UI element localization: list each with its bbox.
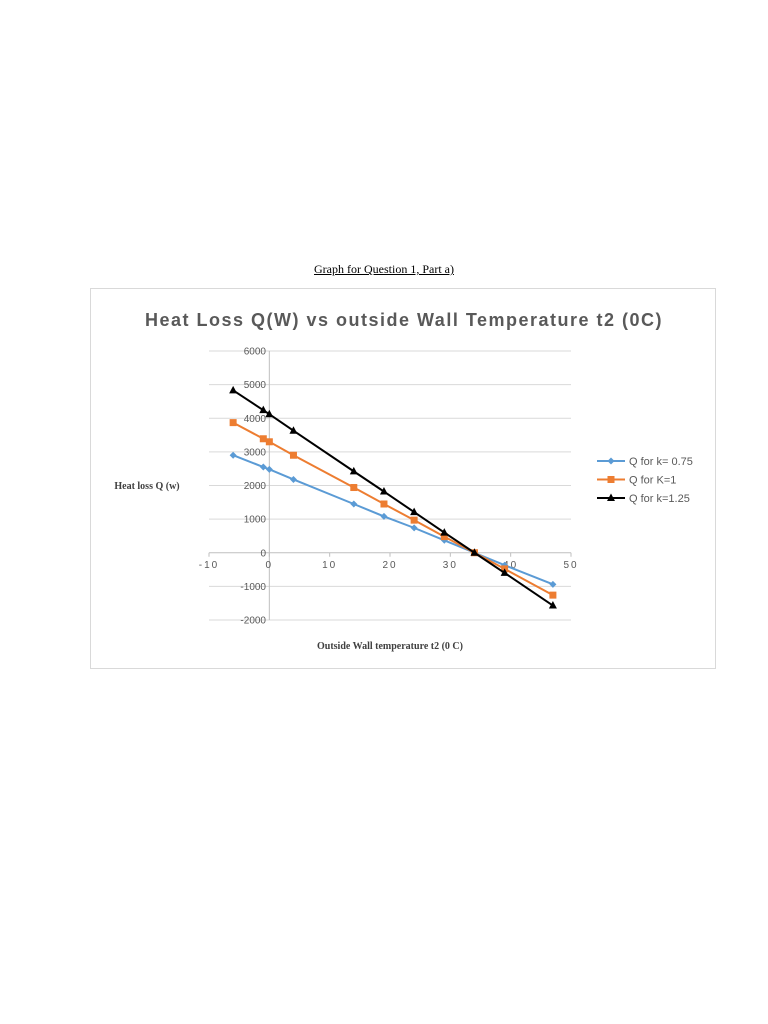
- data-point: [289, 426, 298, 434]
- data-point: [259, 405, 268, 414]
- y-tick-label: 5000: [244, 380, 267, 391]
- y-tick-label: 1000: [244, 515, 267, 526]
- x-axis-title: Outside Wall temperature t2 (0 C): [317, 641, 463, 652]
- y-tick-label: -1000: [240, 582, 266, 593]
- data-point: [265, 465, 273, 473]
- data-point: [410, 507, 419, 516]
- data-point: [259, 435, 267, 443]
- data-point: [501, 561, 509, 569]
- line-chart: Heat Loss Q(W) vs outside Wall Temperatu…: [114, 310, 693, 652]
- series-3: [229, 385, 557, 609]
- data-point: [265, 409, 274, 418]
- data-point: [470, 548, 479, 556]
- data-point: [289, 451, 297, 459]
- y-tick-label: 4000: [244, 414, 267, 425]
- chart-frame: Heat Loss Q(W) vs outside Wall Temperatu…: [90, 288, 716, 669]
- data-point: [500, 568, 509, 576]
- data-point: [549, 591, 557, 599]
- legend-label: Q for k= 0.75: [629, 456, 693, 468]
- legend-swatch-marker: [607, 476, 615, 483]
- data-point: [289, 475, 297, 483]
- chart-title: Heat Loss Q(W) vs outside Wall Temperatu…: [145, 310, 663, 330]
- x-tick-labels: -10 0 10 20 30 40 50: [199, 560, 578, 571]
- legend-swatch-marker: [607, 457, 615, 465]
- y-axis-title: Heat loss Q (w): [114, 481, 179, 492]
- series-2: [229, 419, 557, 599]
- data-point: [350, 484, 358, 492]
- data-point: [440, 533, 448, 541]
- x-tick-label: 30: [443, 560, 458, 571]
- y-tick-label: 6000: [244, 347, 267, 358]
- data-point: [229, 419, 237, 427]
- legend-swatch-marker: [607, 493, 615, 501]
- legend-item: Q for k= 0.75: [597, 456, 693, 468]
- data-point: [229, 451, 237, 459]
- axes: [208, 351, 572, 620]
- x-tick-label: 50: [563, 560, 578, 571]
- y-tick-label: -2000: [240, 616, 266, 627]
- data-point: [380, 512, 388, 520]
- data-point: [349, 466, 358, 475]
- data-point: [380, 500, 388, 508]
- legend-item: Q for k=1.25: [597, 493, 690, 505]
- x-tick-label: -10: [199, 560, 219, 571]
- x-tick-label: 0: [266, 560, 274, 571]
- figure-caption: Graph for Question 1, Part a): [314, 262, 454, 276]
- data-point: [410, 524, 418, 532]
- data-point: [548, 601, 557, 609]
- data-point: [379, 487, 388, 495]
- data-point: [350, 500, 358, 508]
- series-group: [229, 385, 557, 609]
- data-point: [410, 516, 418, 524]
- x-tick-label: 40: [503, 560, 518, 571]
- data-point: [265, 438, 273, 446]
- legend-label: Q for k=1.25: [629, 493, 690, 505]
- data-point: [440, 536, 448, 544]
- data-point: [549, 580, 557, 588]
- data-point: [440, 528, 449, 536]
- y-tick-label: 3000: [244, 447, 267, 458]
- x-tick-label: 10: [322, 560, 337, 571]
- x-tick-label: 20: [382, 560, 397, 571]
- legend-item: Q for K=1: [597, 475, 676, 487]
- y-tick-label: 2000: [244, 481, 267, 492]
- legend: Q for k= 0.75 Q for K=1 Q for k=1.25: [597, 456, 693, 505]
- y-tick-label: 0: [260, 548, 266, 559]
- legend-label: Q for K=1: [629, 475, 676, 487]
- y-tick-labels: 6000 5000 4000 3000 2000 1000 0 -1000 -2000: [240, 347, 266, 627]
- data-point: [229, 385, 238, 394]
- data-point: [259, 463, 267, 471]
